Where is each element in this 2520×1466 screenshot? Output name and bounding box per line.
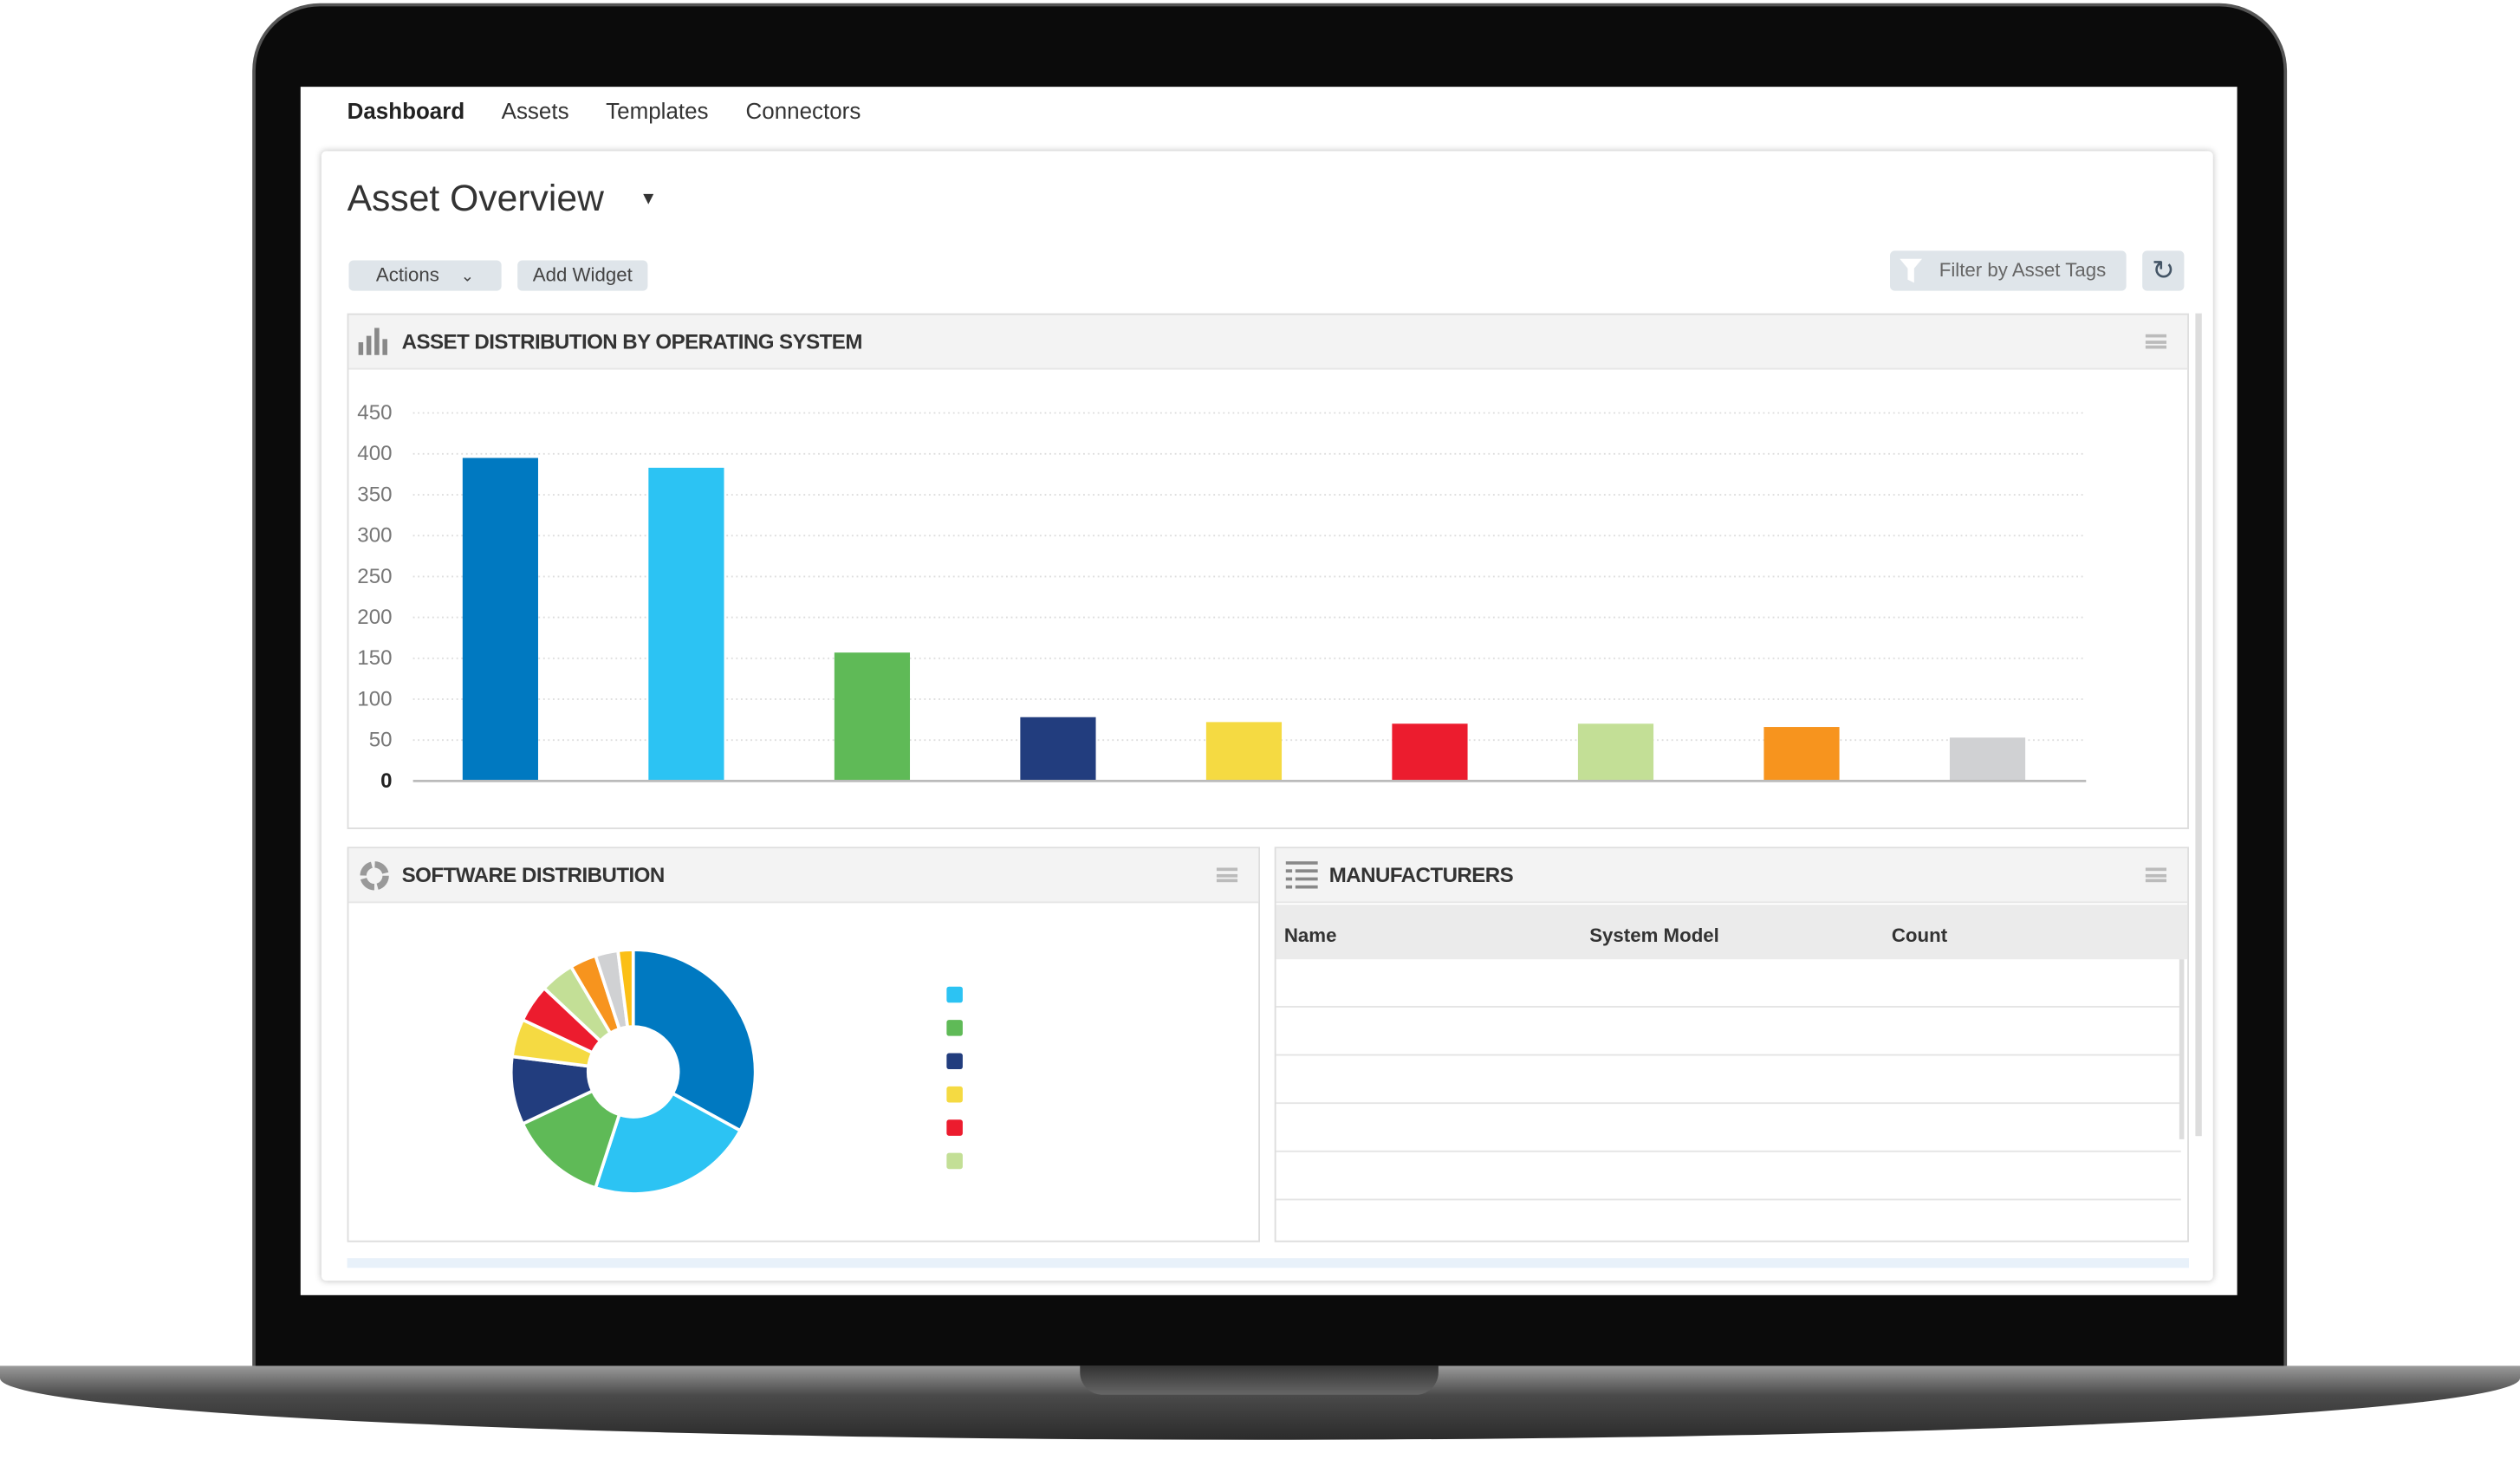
column-header-system-model[interactable]: System Model — [1589, 924, 1719, 947]
table-row — [1276, 1102, 2181, 1105]
filter-by-tags-button[interactable]: Filter by Asset Tags — [1890, 250, 2127, 291]
refresh-icon: ↻ — [2152, 255, 2175, 287]
nav-dashboard[interactable]: Dashboard — [347, 98, 465, 124]
nav-connectors[interactable]: Connectors — [745, 98, 861, 124]
legend-swatch — [946, 1086, 963, 1103]
refresh-button[interactable]: ↻ — [2142, 250, 2185, 291]
table-row — [1276, 1198, 2181, 1201]
os-distribution-widget: ASSET DISTRIBUTION BY OPERATING SYSTEM 0… — [347, 313, 2189, 829]
widget-header: SOFTWARE DISTRIBUTION — [348, 848, 1259, 904]
bar — [1205, 722, 1283, 782]
dashboard-card: Asset Overview ▼ Actions ⌄ Add Widget Fi… — [321, 151, 2213, 1281]
bar — [1763, 727, 1840, 782]
page-title: Asset Overview — [347, 177, 604, 219]
widget-title: ASSET DISTRIBUTION BY OPERATING SYSTEM — [401, 329, 863, 354]
y-tick-label: 400 — [357, 442, 392, 465]
manufacturers-widget: MANUFACTURERS Name System Model Count — [1274, 847, 2189, 1242]
table-row — [1276, 1150, 2181, 1152]
widget-header: MANUFACTURERS — [1276, 848, 2188, 904]
software-donut-chart — [509, 948, 963, 1196]
os-bar-chart: 0 50 100 150 200 250 300 350 400 450 — [357, 401, 2087, 793]
y-tick-label: 350 — [357, 483, 392, 506]
bar-chart-icon — [358, 328, 387, 355]
filter-label: Filter by Asset Tags — [1939, 258, 2107, 282]
bar — [1949, 737, 2026, 782]
bar — [462, 457, 538, 782]
column-header-name[interactable]: Name — [1283, 924, 1337, 947]
software-distribution-widget: SOFTWARE DISTRIBUTION — [347, 847, 1261, 1242]
donut-chart-icon — [360, 861, 389, 891]
y-tick-label: 0 — [380, 769, 392, 793]
legend-swatch — [946, 1152, 963, 1170]
table-row — [1276, 1005, 2181, 1008]
chevron-down-icon: ⌄ — [460, 268, 475, 287]
y-tick-label: 250 — [357, 565, 392, 588]
scrollbar[interactable] — [2195, 313, 2202, 1137]
y-tick-label: 300 — [357, 524, 392, 548]
table-header: Name System Model Count — [1276, 905, 2188, 960]
bar — [1577, 723, 1654, 782]
bar — [648, 467, 724, 782]
y-tick-label: 100 — [357, 687, 392, 710]
legend-swatch — [946, 1053, 963, 1070]
column-header-count[interactable]: Count — [1891, 924, 1948, 947]
widget-header: ASSET DISTRIBUTION BY OPERATING SYSTEM — [348, 315, 2188, 370]
add-widget-button[interactable]: Add Widget — [517, 260, 648, 291]
y-tick-label: 150 — [357, 646, 392, 670]
table-scrollbar[interactable] — [2179, 959, 2185, 1139]
table-row — [1276, 1054, 2181, 1056]
widget-title: MANUFACTURERS — [1328, 862, 1514, 887]
actions-label: Actions — [375, 263, 439, 287]
y-tick-label: 50 — [369, 729, 393, 752]
actions-button[interactable]: Actions ⌄ — [348, 260, 502, 291]
list-icon — [1285, 861, 1318, 889]
legend-swatch — [946, 1020, 963, 1036]
bar — [1392, 723, 1468, 782]
nav-templates[interactable]: Templates — [606, 98, 709, 124]
app-screen: Dashboard Assets Templates Connectors As… — [300, 87, 2237, 1295]
hamburger-menu-icon[interactable] — [2145, 334, 2167, 349]
y-tick-label: 450 — [357, 401, 392, 425]
legend-swatch — [946, 986, 963, 1003]
bar — [1020, 717, 1096, 782]
laptop-notch — [1080, 1365, 1439, 1395]
donut-slice — [593, 1091, 743, 1196]
donut-slice — [631, 948, 757, 1133]
bar — [834, 652, 911, 782]
funnel-icon — [1900, 258, 1923, 283]
nav-assets[interactable]: Assets — [501, 98, 569, 124]
widget-title: SOFTWARE DISTRIBUTION — [401, 862, 666, 887]
next-widget-strip — [347, 1258, 2189, 1268]
donut-slice — [615, 948, 635, 1029]
y-tick-label: 200 — [357, 606, 392, 629]
hamburger-menu-icon[interactable] — [2145, 867, 2167, 883]
hamburger-menu-icon[interactable] — [1216, 867, 1238, 883]
caret-down-icon[interactable]: ▼ — [640, 189, 658, 210]
legend-swatch — [946, 1119, 963, 1136]
